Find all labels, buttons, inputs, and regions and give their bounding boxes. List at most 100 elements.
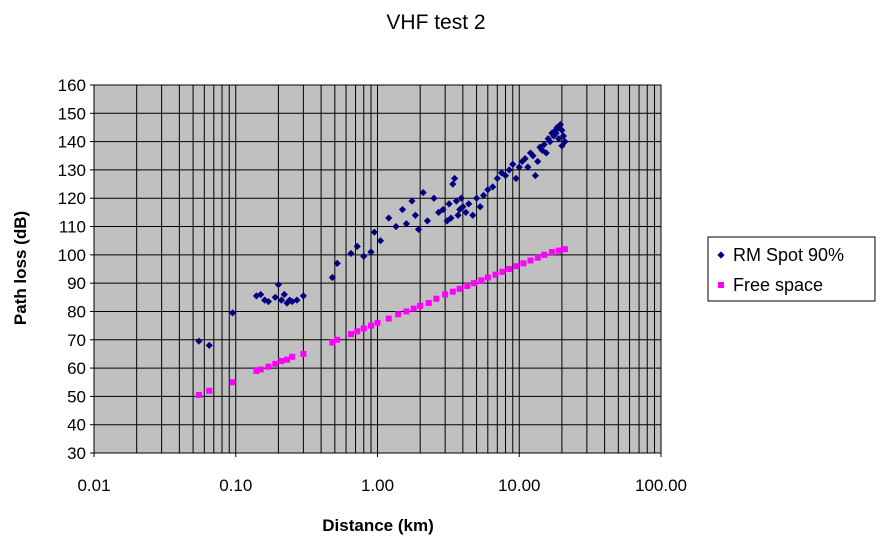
free-space-point [449, 288, 456, 295]
free-space-point [410, 305, 417, 312]
free-space-point [289, 353, 296, 360]
free-space-point [471, 280, 478, 287]
rm-spot-point [505, 166, 513, 174]
free-space-point [456, 285, 463, 292]
y-tick-label: 100 [58, 246, 86, 265]
rm-spot-point [558, 126, 566, 134]
free-space-point [278, 358, 285, 364]
free-space-point [425, 299, 432, 306]
free-space-point [534, 254, 541, 261]
rm-spot-point [445, 200, 453, 208]
rm-spot-point [472, 194, 481, 202]
rm-spot-point [328, 273, 336, 282]
rm-spot-point [370, 228, 378, 236]
rm-spot-point [402, 220, 411, 228]
rm-spot-point [512, 174, 520, 183]
free-space-point [555, 247, 562, 254]
y-tick-label: 70 [67, 331, 86, 350]
legend: RM Spot 90% Free space [707, 236, 876, 302]
legend-label: RM Spot 90% [733, 245, 844, 265]
free-space-point [520, 260, 527, 267]
free-space-point [272, 360, 279, 367]
rm-spot-point [546, 138, 554, 146]
rm-spot-point [552, 129, 560, 137]
free-space-point [334, 336, 341, 343]
rm-spot-point [257, 290, 265, 299]
rm-spot-point [555, 123, 563, 132]
rm-spot-point [367, 248, 375, 256]
rm-spot-point [452, 197, 460, 205]
legend-items: RM Spot 90% Free space [717, 245, 844, 295]
free-space-point [347, 331, 354, 338]
rm-spot-point [515, 163, 523, 171]
rm-spot-point [408, 197, 416, 205]
free-space-point [478, 277, 485, 284]
x-tick-label: 0.01 [77, 476, 110, 495]
free-space-point [433, 295, 440, 302]
legend-box [707, 236, 876, 302]
free-space-point [354, 328, 361, 335]
free-space-point [284, 356, 291, 363]
rm-spot-point [353, 242, 361, 250]
rm-spot-point [423, 217, 432, 225]
rm-spot-point [415, 225, 423, 233]
y-tick-label: 150 [58, 104, 86, 123]
rm-spot-point [299, 292, 307, 300]
rm-spot-point [360, 252, 368, 260]
rm-spot-point [540, 140, 548, 149]
free-space-point [403, 308, 410, 315]
rm-spot-point [556, 121, 564, 129]
free-space-point [395, 311, 402, 318]
rm-spot-point [531, 171, 540, 180]
rm-spot-point [430, 194, 438, 202]
rm-spot-point [376, 237, 385, 245]
rm-spot-point [271, 293, 279, 301]
free-space-point [442, 291, 449, 298]
rm-spot-point [454, 211, 462, 219]
rm-spot-point [392, 222, 400, 231]
x-tick-label: 10.00 [498, 476, 541, 495]
rm-spot-point [451, 174, 459, 183]
rm-spot-point [459, 203, 467, 211]
y-tick-label: 50 [67, 387, 86, 406]
y-tick-label: 120 [58, 189, 86, 208]
free-space-point [195, 391, 202, 398]
series-rm-spot [195, 121, 569, 350]
free-space-point [385, 315, 392, 322]
rm-spot-point [469, 211, 477, 219]
y-tick-label: 80 [67, 302, 86, 321]
rm-spot-point [479, 191, 488, 199]
rm-spot-point [449, 180, 457, 188]
free-space-point [265, 363, 272, 370]
free-space-point [506, 266, 513, 272]
rm-spot-point [439, 205, 447, 214]
rm-spot-point [274, 280, 283, 289]
rm-spot-point [333, 259, 341, 267]
x-tick-label: 1.00 [361, 476, 394, 495]
rm-spot-point [252, 292, 261, 300]
rm-spot-point [493, 174, 501, 183]
rm-spot-point [555, 135, 563, 143]
y-tick-label: 130 [58, 161, 86, 180]
x-axis-title: Distance (km) [322, 516, 433, 535]
y-tick-label: 30 [67, 444, 86, 463]
rm-spot-point [347, 249, 355, 258]
y-tick-label: 90 [67, 274, 86, 293]
rm-spot-point [509, 160, 517, 168]
rm-spot-point [385, 214, 393, 222]
rm-spot-point [264, 297, 273, 306]
free-space-point [229, 379, 236, 386]
rm-spot-point [398, 205, 407, 214]
free-space-point [513, 263, 520, 270]
plot-series [195, 121, 569, 398]
rm-spot-point [501, 171, 510, 180]
rm-spot-point [419, 188, 427, 197]
rm-spot-point [261, 296, 269, 304]
legend-marker [718, 282, 724, 288]
y-tick-label: 140 [58, 133, 86, 152]
free-space-point [374, 319, 381, 326]
rm-spot-point [550, 132, 558, 140]
rm-spot-point [558, 142, 566, 150]
free-space-point [548, 249, 555, 256]
